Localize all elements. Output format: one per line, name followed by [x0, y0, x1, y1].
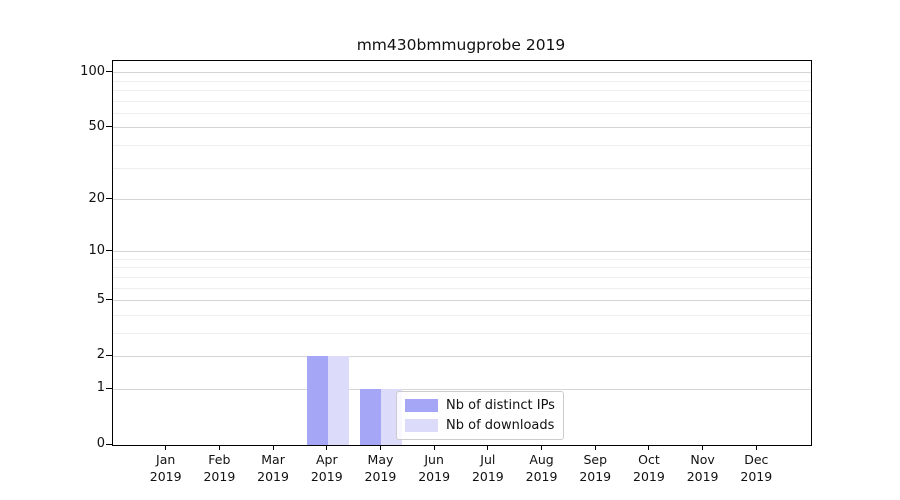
x-tick-year: 2019: [579, 468, 612, 484]
legend-entry-distinct-ips: Nb of distinct IPs: [405, 398, 555, 413]
x-tick-year: 2019: [149, 468, 182, 484]
x-tick-month: Jan: [156, 452, 176, 467]
bar-may-series0: [360, 389, 382, 445]
y-tick: [106, 250, 112, 252]
gridline-minor: [113, 332, 811, 334]
gridline-major: [113, 127, 811, 129]
x-tick: [541, 445, 543, 450]
x-tick: [272, 445, 274, 450]
x-tick-month: May: [367, 452, 394, 467]
legend-label-downloads: Nb of downloads: [446, 418, 555, 433]
x-tick-year: 2019: [525, 468, 558, 484]
legend-swatch-downloads-icon: [405, 419, 438, 432]
gridline-major: [113, 72, 811, 74]
gridline-major: [113, 300, 811, 302]
x-tick-label: Jun 2019: [402, 452, 466, 485]
bar-apr-series1: [327, 356, 349, 445]
y-tick: [106, 443, 112, 445]
legend: Nb of distinct IPs Nb of downloads: [396, 391, 564, 440]
x-tick-month: Jul: [480, 452, 496, 467]
y-tick: [106, 299, 112, 301]
x-tick: [326, 445, 328, 450]
x-tick-year: 2019: [310, 468, 343, 484]
x-tick-label: Aug 2019: [510, 452, 574, 485]
bar-apr-series0: [306, 356, 328, 445]
x-tick-label: Mar 2019: [241, 452, 305, 485]
x-tick: [755, 445, 757, 450]
x-tick-month: Oct: [638, 452, 660, 467]
x-tick-label: Nov 2019: [671, 452, 735, 485]
x-tick-month: Mar: [261, 452, 285, 467]
gridline-minor: [113, 113, 811, 115]
y-tick-label: 20: [88, 190, 105, 206]
x-tick: [594, 445, 596, 450]
y-tick: [106, 354, 112, 356]
y-tick-label: 2: [96, 347, 105, 363]
x-tick-year: 2019: [364, 468, 397, 484]
x-tick-label: Jan 2019: [134, 452, 198, 485]
legend-entry-downloads: Nb of downloads: [405, 418, 555, 433]
gridline-minor: [113, 287, 811, 289]
gridline-minor: [113, 90, 811, 92]
x-tick-label: May 2019: [348, 452, 412, 485]
y-tick-label: 5: [96, 291, 105, 307]
x-tick-month: Feb: [208, 452, 231, 467]
x-tick: [648, 445, 650, 450]
gridline-minor: [113, 258, 811, 260]
x-tick: [702, 445, 704, 450]
x-tick-month: Aug: [529, 452, 554, 467]
legend-label-distinct-ips: Nb of distinct IPs: [446, 398, 555, 413]
y-tick-label: 10: [88, 242, 105, 258]
x-tick-month: Sep: [583, 452, 607, 467]
gridline-minor: [113, 80, 811, 82]
x-tick-year: 2019: [740, 468, 773, 484]
chart-title: mm430bmmugprobe 2019: [356, 36, 566, 54]
x-tick-month: Dec: [744, 452, 769, 467]
x-tick-month: Apr: [315, 452, 338, 467]
gridline-major: [113, 388, 811, 390]
x-tick: [487, 445, 489, 450]
gridline-minor: [113, 276, 811, 278]
y-tick-label: 100: [80, 63, 105, 79]
gridline-major: [113, 199, 811, 200]
x-tick-year: 2019: [418, 468, 451, 484]
plot-area: Nb of distinct IPs Nb of downloads: [112, 60, 812, 446]
gridline-minor: [113, 267, 811, 269]
x-tick-year: 2019: [633, 468, 665, 484]
x-tick-year: 2019: [686, 468, 719, 484]
gridline-minor: [113, 314, 811, 316]
x-tick-label: Jul 2019: [456, 452, 520, 485]
x-tick-label: Oct 2019: [617, 452, 681, 485]
y-tick: [106, 198, 112, 199]
y-tick: [106, 126, 112, 128]
x-tick: [379, 445, 381, 450]
y-tick-label: 0: [96, 436, 105, 451]
gridline-minor: [113, 167, 811, 169]
x-tick-label: Apr 2019: [295, 452, 359, 485]
y-tick: [106, 71, 112, 73]
x-tick-month: Nov: [690, 452, 715, 467]
x-tick: [433, 445, 435, 450]
gridline-minor: [113, 100, 811, 102]
y-tick-label: 1: [96, 380, 105, 396]
gridline-major: [113, 355, 811, 357]
x-tick: [165, 445, 167, 450]
gridline-minor: [113, 145, 811, 147]
x-tick-month: Jun: [424, 452, 444, 467]
x-tick-label: Sep 2019: [563, 452, 627, 485]
y-tick: [106, 387, 112, 389]
x-tick-label: Dec 2019: [724, 452, 788, 485]
y-tick-label: 50: [88, 118, 105, 134]
gridline-major: [113, 251, 811, 253]
x-tick: [218, 445, 220, 450]
legend-swatch-distinct-ips-icon: [405, 399, 438, 412]
x-tick-year: 2019: [257, 468, 289, 484]
x-tick-year: 2019: [203, 468, 236, 484]
x-tick-year: 2019: [471, 468, 504, 484]
x-tick-label: Feb 2019: [187, 452, 251, 485]
